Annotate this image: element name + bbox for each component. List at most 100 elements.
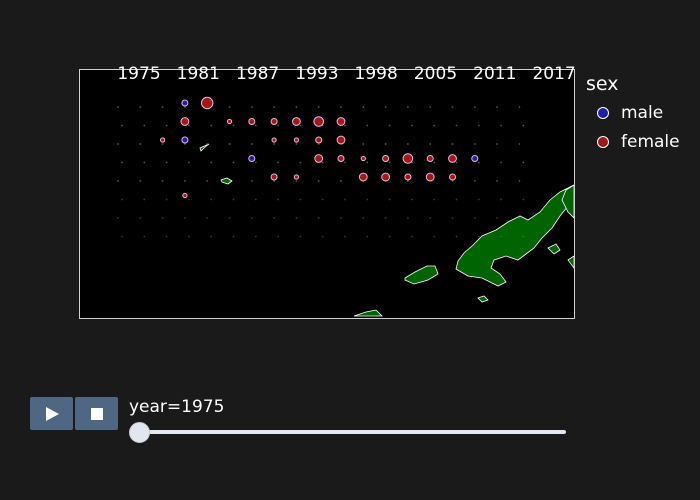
bubble-female[interactable] [337, 155, 345, 162]
bubble-female[interactable] [449, 173, 456, 181]
background-marker [277, 161, 279, 164]
slider-track[interactable] [139, 430, 566, 434]
slider-tick-label[interactable]: 2005 [413, 64, 458, 84]
bubble-female[interactable] [293, 137, 299, 143]
bubble-female[interactable] [271, 137, 277, 143]
land-bottom-left [404, 265, 439, 285]
island-right-edge [567, 255, 574, 269]
slider-tick-label[interactable]: 1981 [176, 64, 220, 84]
background-marker [451, 180, 454, 182]
bubble-male[interactable] [181, 99, 189, 107]
bubble-female[interactable] [404, 173, 412, 181]
bubble-female[interactable] [336, 117, 346, 126]
background-marker [384, 106, 387, 108]
bubble-female[interactable] [293, 174, 299, 180]
background-marker [340, 217, 342, 219]
background-marker [496, 217, 498, 219]
legend-item-female[interactable]: female [586, 127, 680, 156]
bubble-female[interactable] [425, 172, 435, 182]
stop-button[interactable] [75, 397, 118, 430]
background-marker [473, 143, 476, 145]
slider-current-value: year=1975 [129, 397, 225, 417]
bubble-male[interactable] [471, 155, 479, 162]
bubble-male[interactable] [248, 155, 256, 162]
bubble-female[interactable] [270, 173, 278, 181]
play-button[interactable] [30, 397, 73, 430]
slider-handle[interactable] [129, 422, 150, 443]
island-left-2 [220, 177, 233, 185]
background-marker [117, 217, 119, 219]
island-bottom-right [477, 295, 489, 303]
background-marker [473, 106, 476, 108]
bubble-female[interactable] [381, 172, 391, 182]
map-panel[interactable] [79, 69, 575, 319]
bubble-female[interactable] [358, 172, 368, 182]
background-marker [500, 235, 502, 238]
background-marker [451, 106, 454, 108]
bubble-female[interactable] [180, 117, 190, 126]
background-marker [299, 124, 302, 127]
background-marker [429, 106, 432, 108]
background-marker [250, 180, 253, 182]
bubble-female[interactable] [315, 136, 323, 144]
background-marker [321, 198, 324, 201]
bubble-female[interactable] [448, 154, 457, 163]
bubble-female[interactable] [426, 155, 434, 162]
background-marker [121, 124, 123, 127]
background-marker [250, 106, 253, 108]
bubble-male[interactable] [181, 136, 189, 144]
bubble-female[interactable] [402, 153, 414, 164]
bubble-female[interactable] [313, 116, 324, 127]
background-marker [362, 106, 365, 108]
slider-tick-label[interactable]: 1987 [235, 64, 280, 84]
legend-label-female: female [621, 131, 680, 152]
bubble-female[interactable] [160, 137, 166, 143]
background-marker [366, 161, 369, 164]
background-marker [455, 235, 458, 238]
slider-tick-label[interactable]: 1998 [354, 64, 398, 84]
background-marker [121, 161, 123, 164]
background-marker [500, 124, 502, 127]
background-marker [433, 198, 436, 201]
background-marker [344, 124, 346, 127]
bubble-female[interactable] [382, 155, 390, 162]
slider-tick-label[interactable]: 2017 [532, 64, 576, 84]
background-marker [321, 161, 324, 164]
background-marker [295, 106, 298, 108]
slider-tick-label[interactable]: 1993 [295, 64, 339, 84]
background-marker [411, 235, 413, 238]
background-marker [518, 143, 521, 145]
background-marker [518, 106, 521, 108]
background-marker [161, 217, 164, 219]
bubble-female[interactable] [226, 118, 233, 125]
background-marker [121, 235, 123, 238]
background-marker [254, 124, 257, 127]
bubble-female[interactable] [270, 118, 278, 125]
map-canvas [117, 96, 574, 317]
background-marker [210, 235, 213, 238]
bubble-female[interactable] [182, 192, 188, 199]
background-marker [500, 161, 502, 164]
background-marker [210, 124, 213, 127]
background-marker [188, 124, 190, 127]
slider-tick-label[interactable]: 1975 [117, 64, 161, 84]
background-marker [117, 106, 119, 108]
bubble-female[interactable] [360, 155, 366, 162]
background-marker [340, 106, 342, 108]
background-marker [232, 124, 235, 127]
background-marker [407, 180, 409, 182]
bubble-female[interactable] [336, 135, 346, 145]
bubble-female[interactable] [201, 96, 214, 110]
bubble-female[interactable] [292, 117, 301, 126]
background-marker [433, 124, 436, 127]
background-marker [477, 235, 480, 238]
bubble-female[interactable] [314, 154, 324, 163]
slider-tick-label[interactable]: 2011 [473, 64, 517, 84]
background-marker [384, 217, 387, 219]
background-marker [455, 124, 458, 127]
background-marker [477, 198, 480, 201]
background-marker [299, 235, 302, 238]
slider-tick-labels: 1975 1981 1987 1993 1998 2005 2011 2017 [80, 64, 600, 88]
legend-item-male[interactable]: male [586, 98, 680, 127]
bubble-female[interactable] [248, 118, 256, 125]
